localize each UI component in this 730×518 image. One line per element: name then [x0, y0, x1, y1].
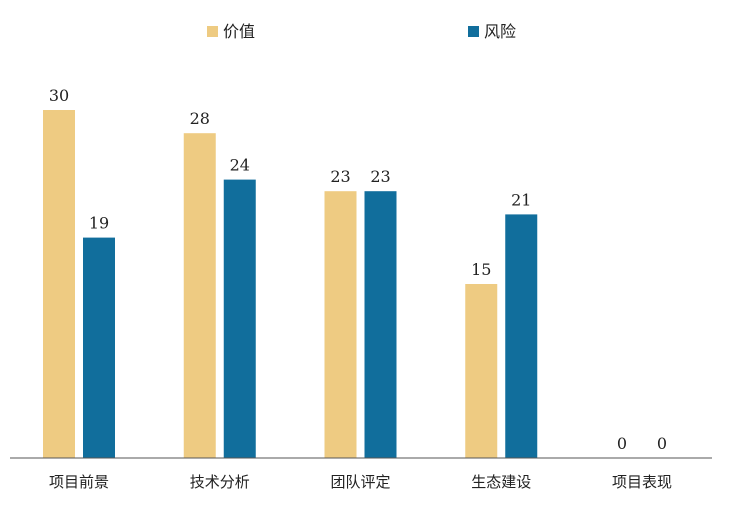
- value-label-风险-生态建设: 21: [511, 190, 531, 209]
- value-label-价值-生态建设: 15: [471, 260, 491, 279]
- value-label-风险-项目前景: 19: [89, 214, 109, 233]
- bar-风险-技术分析: [223, 179, 256, 458]
- value-label-风险-技术分析: 24: [230, 156, 250, 175]
- legend: 价值 风险: [207, 22, 516, 41]
- legend-label-价值: 价值: [223, 22, 255, 41]
- x-tick-label: 生态建设: [471, 473, 531, 491]
- x-tick-label: 团队评定: [330, 473, 390, 491]
- bar-价值-团队评定: [324, 191, 357, 458]
- x-tick-label: 技术分析: [190, 473, 250, 491]
- bar-风险-生态建设: [505, 214, 538, 458]
- value-labels-group: 30 19 28 24 23 23 15 21 0 0: [49, 86, 667, 453]
- bar-风险-团队评定: [364, 191, 397, 458]
- bar-风险-项目前景: [83, 237, 115, 458]
- value-label-风险-项目表现: 0: [657, 434, 667, 453]
- value-label-价值-项目表现: 0: [617, 434, 627, 453]
- value-label-价值-技术分析: 28: [190, 109, 210, 128]
- x-tick-label: 项目前景: [49, 473, 109, 491]
- value-label-价值-项目前景: 30: [49, 86, 69, 105]
- value-label-价值-团队评定: 23: [330, 167, 350, 186]
- x-tick-labels-group: 项目前景 技术分析 团队评定 生态建设 项目表现: [49, 473, 672, 491]
- bar-价值-项目前景: [43, 110, 75, 458]
- bar-价值-生态建设: [465, 284, 498, 458]
- bar-价值-技术分析: [183, 133, 216, 458]
- legend-swatch-风险: [468, 26, 479, 37]
- value-label-风险-团队评定: 23: [370, 167, 390, 186]
- legend-label-风险: 风险: [484, 22, 516, 41]
- x-tick-label: 项目表现: [612, 473, 672, 491]
- legend-swatch-价值: [207, 26, 218, 37]
- bars-group: [43, 110, 538, 458]
